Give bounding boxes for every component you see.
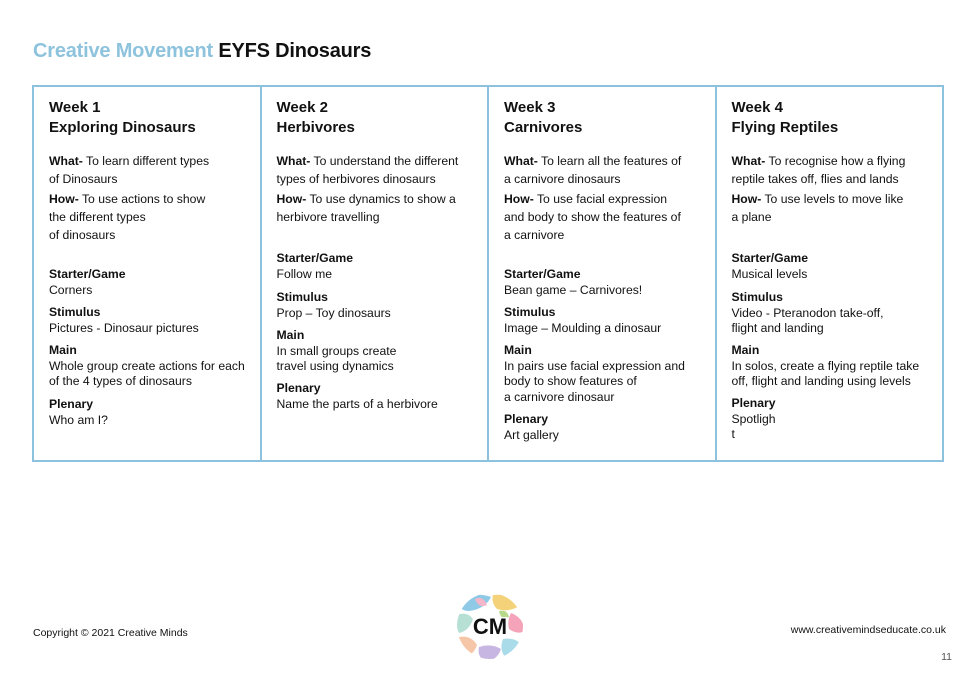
week-column-3: Week 3 Carnivores What- To learn all the… bbox=[489, 87, 717, 460]
lesson-grid: Week 1 Exploring Dinosaurs What- To lear… bbox=[32, 85, 944, 462]
starter-label: Starter/Game bbox=[731, 251, 809, 265]
plenary-block: Plenary Name the parts of a herbivore bbox=[277, 381, 482, 412]
plenary-block: Plenary Who am I? bbox=[49, 397, 254, 428]
what-label: What- bbox=[504, 154, 538, 168]
what-text: To learn all the features of a carnivore… bbox=[504, 154, 682, 186]
starter-label: Starter/Game bbox=[49, 267, 126, 281]
website-link[interactable]: www.creativemindseducate.co.uk bbox=[790, 624, 946, 636]
starter-text: Musical levels bbox=[731, 266, 808, 281]
creative-minds-logo: CM bbox=[457, 593, 523, 659]
what-text: To recognise how a flying reptile takes … bbox=[731, 154, 906, 186]
main-text: Whole group create actions for each of t… bbox=[49, 358, 245, 389]
plenary-block: Plenary Spotligh t bbox=[732, 396, 937, 443]
how-text: To use levels to move like a plane bbox=[731, 192, 904, 224]
main-label: Main bbox=[731, 343, 760, 357]
main-text: In small groups create travel using dyna… bbox=[276, 343, 397, 374]
page-number: 11 bbox=[941, 651, 952, 663]
starter-text: Follow me bbox=[276, 266, 333, 281]
main-label: Main bbox=[504, 343, 532, 357]
main-block: Main Whole group create actions for each … bbox=[49, 343, 254, 390]
starter-text: Corners bbox=[49, 282, 93, 297]
week-number: Week 1 bbox=[49, 99, 101, 116]
how-label: How- bbox=[731, 192, 762, 206]
plenary-label: Plenary bbox=[276, 381, 321, 395]
stimulus-text: Pictures - Dinosaur pictures bbox=[49, 320, 199, 335]
how-text: To use actions to show the different typ… bbox=[49, 192, 206, 242]
starter-label: Starter/Game bbox=[504, 267, 581, 281]
plenary-block: Plenary Art gallery bbox=[504, 412, 709, 443]
week-topic: Herbivores bbox=[276, 119, 355, 136]
plenary-text: Who am I? bbox=[49, 412, 108, 427]
main-text: In pairs use facial expression and body … bbox=[504, 358, 685, 404]
stimulus-block: Stimulus Pictures - Dinosaur pictures bbox=[49, 305, 254, 336]
main-block: Main In small groups create travel using … bbox=[277, 328, 482, 375]
what-label: What- bbox=[731, 154, 766, 168]
what-text: To learn different types of Dinosaurs bbox=[49, 154, 210, 186]
week-number: Week 4 bbox=[731, 99, 783, 116]
week-topic: Carnivores bbox=[504, 119, 583, 136]
main-block: Main In pairs use facial expression and b… bbox=[504, 343, 709, 405]
stimulus-text: Image – Moulding a dinosaur bbox=[504, 320, 662, 335]
what-text: To understand the different types of her… bbox=[276, 154, 459, 186]
week-number: Week 3 bbox=[504, 99, 556, 116]
starter-block: Starter/Game Musical levels bbox=[732, 251, 937, 282]
title-accent: Creative Movement bbox=[33, 40, 213, 62]
what-block: What- To recognise how a flying reptile … bbox=[732, 152, 937, 188]
starter-label: Starter/Game bbox=[276, 251, 354, 265]
plenary-text: Spotligh t bbox=[731, 411, 776, 442]
week-number: Week 2 bbox=[276, 99, 328, 116]
how-block: How- To use facial expression and body t… bbox=[504, 190, 709, 244]
how-text: To use facial expression and body to sho… bbox=[504, 192, 681, 242]
stimulus-block: Stimulus Image – Moulding a dinosaur bbox=[504, 305, 709, 336]
what-block: What- To learn all the features of a car… bbox=[504, 152, 709, 188]
stimulus-block: Stimulus Video - Pteranodon take-off, fli… bbox=[732, 290, 937, 337]
main-label: Main bbox=[49, 343, 77, 357]
starter-block: Starter/Game Follow me bbox=[277, 251, 482, 282]
how-label: How- bbox=[504, 192, 534, 206]
stimulus-label: Stimulus bbox=[504, 305, 556, 319]
title-main: EYFS Dinosaurs bbox=[218, 40, 372, 62]
how-block: How- To use actions to show the differen… bbox=[49, 190, 254, 244]
starter-text: Bean game – Carnivores! bbox=[504, 282, 643, 297]
logo-text: CM bbox=[473, 614, 507, 639]
stimulus-text: Video - Pteranodon take-off, flight and … bbox=[731, 305, 884, 336]
what-label: What- bbox=[49, 154, 83, 168]
main-label: Main bbox=[276, 328, 305, 342]
main-block: Main In solos, create a flying reptile ta… bbox=[732, 343, 937, 390]
what-block: What- To understand the different types … bbox=[277, 152, 482, 188]
stimulus-label: Stimulus bbox=[731, 290, 783, 304]
starter-block: Starter/Game Corners bbox=[49, 267, 254, 298]
week-topic: Flying Reptiles bbox=[731, 119, 839, 136]
stimulus-label: Stimulus bbox=[276, 290, 328, 304]
copyright: Copyright © 2021 Creative Minds bbox=[33, 627, 188, 639]
plenary-text: Art gallery bbox=[504, 427, 559, 442]
week-topic: Exploring Dinosaurs bbox=[49, 119, 196, 136]
plenary-label: Plenary bbox=[731, 396, 776, 410]
stimulus-label: Stimulus bbox=[49, 305, 101, 319]
how-label: How- bbox=[49, 192, 79, 206]
what-block: What- To learn different types of Dinosa… bbox=[49, 152, 254, 188]
what-label: What- bbox=[276, 154, 311, 168]
how-label: How- bbox=[276, 192, 307, 206]
week-column-1: Week 1 Exploring Dinosaurs What- To lear… bbox=[34, 87, 262, 460]
week-column-2: Week 2 Herbivores What- To understand th… bbox=[262, 87, 489, 460]
how-text: To use dynamics to show a herbivore trav… bbox=[276, 192, 456, 224]
how-block: How- To use dynamics to show a herbivore… bbox=[277, 190, 482, 226]
stimulus-block: Stimulus Prop – Toy dinosaurs bbox=[277, 290, 482, 321]
main-text: In solos, create a flying reptile take o… bbox=[731, 358, 920, 389]
plenary-text: Name the parts of a herbivore bbox=[276, 396, 438, 411]
plenary-label: Plenary bbox=[504, 412, 549, 426]
page-title: Creative Movement EYFS Dinosaurs bbox=[33, 40, 371, 63]
stimulus-text: Prop – Toy dinosaurs bbox=[276, 305, 391, 320]
week-column-4: Week 4 Flying Reptiles What- To recognis… bbox=[717, 87, 943, 460]
plenary-label: Plenary bbox=[49, 397, 94, 411]
starter-block: Starter/Game Bean game – Carnivores! bbox=[504, 267, 709, 298]
how-block: How- To use levels to move like a plane bbox=[732, 190, 937, 226]
